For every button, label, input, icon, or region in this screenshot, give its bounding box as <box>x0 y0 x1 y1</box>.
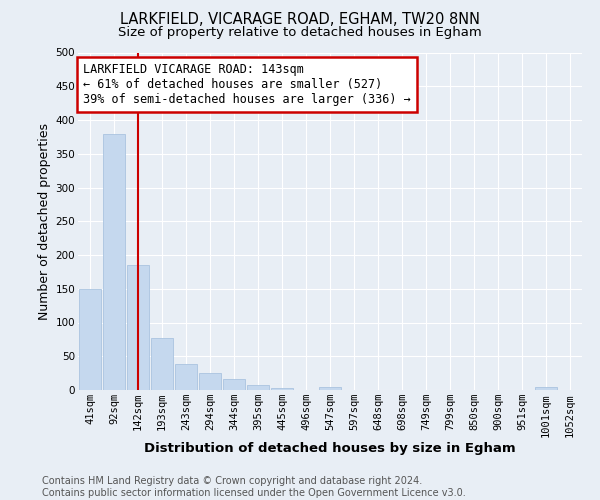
Bar <box>247 386 269 390</box>
Bar <box>199 373 221 390</box>
Bar <box>319 386 341 390</box>
Bar <box>127 265 149 390</box>
Bar <box>175 364 197 390</box>
Bar <box>223 379 245 390</box>
Y-axis label: Number of detached properties: Number of detached properties <box>38 122 52 320</box>
Text: Size of property relative to detached houses in Egham: Size of property relative to detached ho… <box>118 26 482 39</box>
Bar <box>151 338 173 390</box>
X-axis label: Distribution of detached houses by size in Egham: Distribution of detached houses by size … <box>144 442 516 455</box>
Bar <box>535 386 557 390</box>
Text: LARKFIELD, VICARAGE ROAD, EGHAM, TW20 8NN: LARKFIELD, VICARAGE ROAD, EGHAM, TW20 8N… <box>120 12 480 28</box>
Text: Contains HM Land Registry data © Crown copyright and database right 2024.
Contai: Contains HM Land Registry data © Crown c… <box>42 476 466 498</box>
Bar <box>103 134 125 390</box>
Bar <box>79 289 101 390</box>
Text: LARKFIELD VICARAGE ROAD: 143sqm
← 61% of detached houses are smaller (527)
39% o: LARKFIELD VICARAGE ROAD: 143sqm ← 61% of… <box>83 62 411 106</box>
Bar <box>271 388 293 390</box>
